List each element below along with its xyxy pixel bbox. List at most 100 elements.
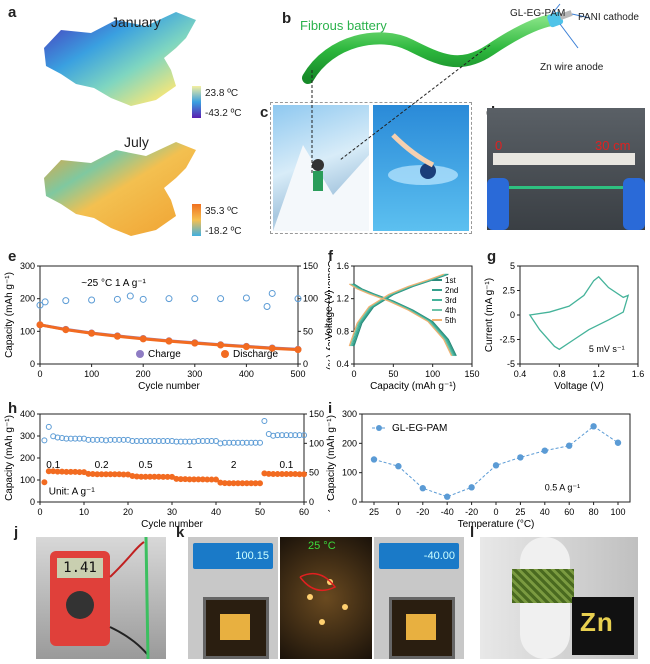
y-tick-label: 300	[342, 409, 357, 419]
data-point	[63, 435, 70, 442]
charge-curve-3rd	[351, 273, 447, 347]
x-tick-label: 0.4	[514, 369, 527, 379]
label-anode: Zn wire anode	[540, 62, 604, 73]
y-tick-label: 5	[510, 261, 515, 271]
data-point	[76, 435, 83, 442]
legend-label: 2nd	[445, 286, 458, 295]
data-point	[590, 423, 597, 430]
legend-label: 5th	[445, 316, 456, 325]
tree-photo: 25 °C	[280, 537, 372, 659]
data-point	[94, 436, 101, 443]
data-point	[72, 435, 79, 442]
data-point	[283, 432, 290, 439]
data-point	[243, 439, 250, 446]
legend-label: 4th	[445, 306, 456, 315]
data-point	[517, 454, 524, 461]
rate-label: 0.2	[95, 460, 109, 471]
legend-marker	[376, 425, 382, 431]
y-tick-label: 400	[20, 409, 35, 419]
woven-band	[512, 569, 574, 603]
x-tick-label: 100	[610, 507, 625, 517]
y2-tick-label: 150	[303, 261, 318, 271]
ruler	[493, 153, 635, 165]
data-point	[177, 438, 184, 445]
x-tick-label: 1.6	[632, 369, 645, 379]
data-point	[566, 442, 573, 449]
y-axis-label: Capacity (mAh g⁻¹)	[4, 415, 15, 501]
july-title: July	[124, 134, 149, 150]
x-tick-label: 80	[589, 507, 599, 517]
label-electrolyte: GL-EG-PAM	[510, 8, 566, 19]
data-point	[226, 439, 233, 446]
y-tick-label: 0	[30, 497, 35, 507]
legend-marker	[221, 350, 229, 358]
y-tick-label: 0	[352, 497, 357, 507]
x-tick-label: 20	[123, 507, 133, 517]
x-tick-label: 0.8	[553, 369, 566, 379]
y2-tick-label: 100	[309, 438, 324, 448]
data-point	[98, 436, 105, 443]
glow-text: Zn	[580, 607, 614, 637]
data-point	[155, 437, 162, 444]
data-point	[248, 439, 255, 446]
length-photo: 0 30 cm	[487, 108, 645, 230]
data-point	[541, 447, 548, 454]
y-tick-label: 0.8	[336, 326, 349, 336]
x-axis-label: Cycle number	[141, 519, 203, 530]
left-chamber-display: 100.15	[193, 543, 273, 569]
rate-label: 0.1	[279, 460, 293, 471]
x-axis-label: Temperature (°C)	[458, 519, 535, 530]
data-point	[160, 437, 167, 444]
data-point	[191, 295, 199, 303]
y-tick-label: 200	[20, 294, 35, 304]
y-axis-label: Capacity (mAh g⁻¹)	[326, 415, 337, 501]
y-tick-label: -5	[507, 359, 515, 369]
y-axis-label: Current (mA g⁻¹)	[484, 278, 495, 352]
y2-tick-label: 150	[309, 409, 324, 419]
data-point	[151, 437, 158, 444]
x-tick-label: 0	[351, 369, 356, 379]
data-point	[370, 456, 378, 463]
ice-climber-illustration	[273, 105, 369, 231]
data-point	[235, 439, 241, 446]
data-point	[107, 436, 114, 443]
legend-label: 3rd	[445, 296, 457, 305]
panel-label-b: b	[282, 10, 292, 27]
data-point	[242, 294, 250, 302]
y2-tick-label: 50	[303, 326, 313, 336]
data-point	[261, 418, 268, 425]
series-line	[39, 323, 299, 352]
annotation: ~25 °C 1 A g⁻¹	[81, 278, 146, 289]
multimeter-photo: 1.41	[36, 537, 166, 659]
pointer-arrows	[311, 44, 491, 175]
right-chamber-window	[389, 597, 455, 659]
x-tick-label: 1.2	[592, 369, 605, 379]
fibrous-battery-title: Fibrous battery	[300, 18, 387, 33]
data-point	[292, 432, 299, 439]
data-point	[169, 437, 175, 444]
data-point	[111, 436, 118, 443]
data-point	[85, 436, 92, 443]
data-point	[142, 437, 149, 444]
data-point	[59, 435, 65, 442]
data-point	[164, 437, 171, 444]
data-point	[252, 439, 259, 446]
y-tick-label: 300	[20, 261, 35, 271]
chart-f: 0.4 0.8 1.2 1.6 0 50 100 150 Capacity (mAh g⁻¹) V…	[324, 261, 480, 392]
data-point	[67, 435, 74, 442]
x-tick-label: 0	[37, 369, 42, 379]
data-point	[138, 437, 145, 444]
x-tick-label: -20	[465, 507, 478, 517]
ruler-end-label: 30 cm	[595, 138, 631, 153]
y-tick-label: 1.6	[336, 261, 349, 271]
chart-g: -5 -2.5 0 2.5 5 0.4 0.8 1.2 1.6 Voltage (V) Curren…	[484, 261, 645, 392]
data-point	[301, 432, 307, 439]
data-point	[279, 432, 285, 439]
y-tick-label: 100	[20, 326, 35, 336]
data-point	[45, 423, 52, 430]
data-point	[126, 292, 134, 300]
x-tick-label: 300	[187, 369, 202, 379]
panel-label-l: l	[470, 524, 475, 541]
panel-label-j: j	[14, 524, 19, 541]
